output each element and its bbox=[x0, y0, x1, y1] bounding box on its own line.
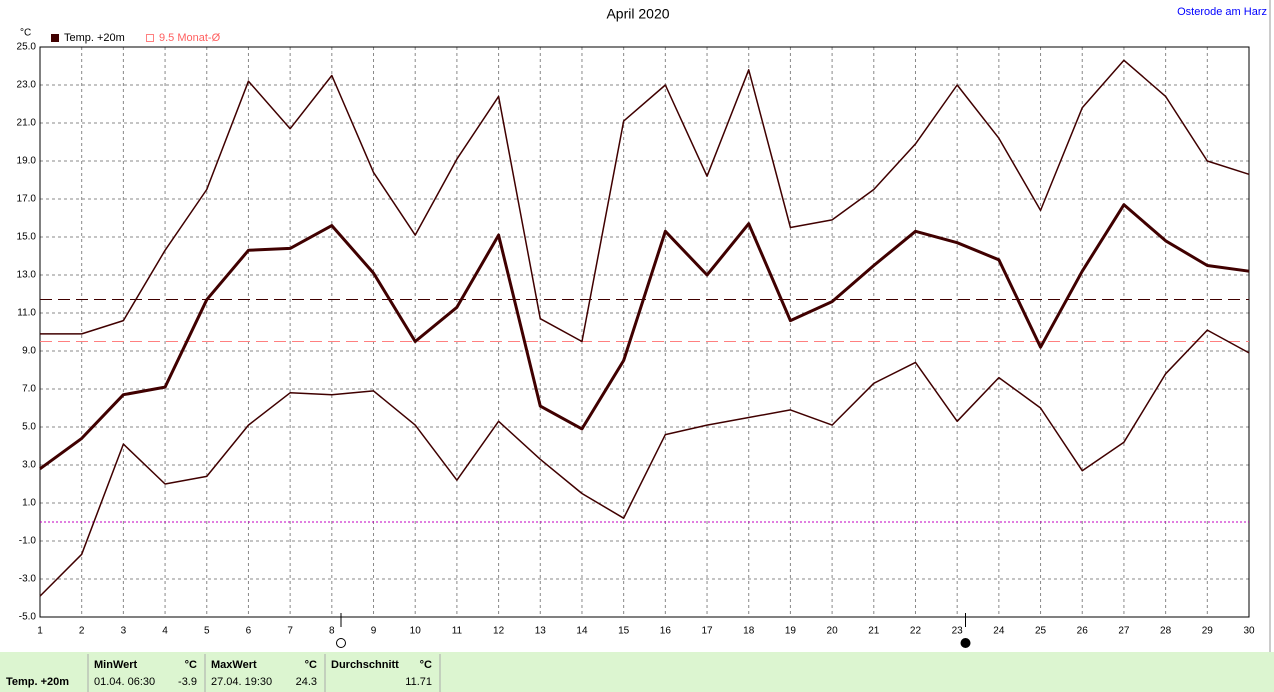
x-tick-label: 29 bbox=[1202, 626, 1214, 637]
y-tick-label: -3.0 bbox=[19, 574, 37, 585]
legend-label: Temp. +20m bbox=[64, 32, 125, 44]
x-tick-label: 14 bbox=[576, 626, 588, 637]
x-tick-label: 20 bbox=[827, 626, 839, 637]
x-tick-label: 23 bbox=[952, 626, 964, 637]
footer-value: -3.9 bbox=[178, 676, 197, 688]
y-tick-label: 13.0 bbox=[17, 270, 37, 281]
y-tick-label: 15.0 bbox=[17, 232, 37, 243]
y-tick-label: 5.0 bbox=[22, 422, 36, 433]
x-tick-label: 9 bbox=[371, 626, 377, 637]
chart-title: April 2020 bbox=[606, 6, 669, 22]
y-tick-label: 25.0 bbox=[17, 42, 37, 53]
x-tick-label: 25 bbox=[1035, 626, 1047, 637]
x-tick-label: 4 bbox=[162, 626, 168, 637]
x-tick-label: 7 bbox=[287, 626, 293, 637]
x-tick-label: 15 bbox=[618, 626, 630, 637]
x-tick-label: 6 bbox=[246, 626, 252, 637]
footer-header: MinWert bbox=[94, 659, 138, 671]
plot-border bbox=[39, 46, 1250, 618]
moon-marker bbox=[335, 638, 346, 648]
footer-value: 11.71 bbox=[405, 676, 432, 688]
footer-unit: °C bbox=[185, 659, 197, 671]
y-tick-label: 21.0 bbox=[17, 118, 37, 129]
y-tick-label: 9.0 bbox=[22, 346, 36, 357]
footer-bg bbox=[0, 652, 1274, 692]
footer-time: 27.04. 19:30 bbox=[211, 676, 272, 688]
x-tick-label: 28 bbox=[1160, 626, 1172, 637]
y-tick-label: 1.0 bbox=[22, 498, 36, 509]
x-tick-label: 8 bbox=[329, 626, 335, 637]
x-tick-label: 27 bbox=[1118, 626, 1130, 637]
x-tick-label: 24 bbox=[993, 626, 1005, 637]
y-tick-label: 7.0 bbox=[22, 384, 36, 395]
y-tick-label: 3.0 bbox=[22, 460, 36, 471]
footer-header: Durchschnitt bbox=[331, 659, 399, 671]
series-line bbox=[40, 59, 1250, 343]
x-tick-label: 26 bbox=[1077, 626, 1089, 637]
x-tick-label: 2 bbox=[79, 626, 85, 637]
location: Osterode am Harz bbox=[1177, 6, 1267, 18]
x-tick-label: 11 bbox=[452, 626, 463, 637]
x-tick-label: 18 bbox=[743, 626, 755, 637]
footer-header: MaxWert bbox=[211, 659, 257, 671]
y-tick-label: -5.0 bbox=[19, 612, 37, 623]
y-tick-label: 17.0 bbox=[17, 194, 37, 205]
legend-swatch bbox=[51, 34, 59, 42]
legend-label: 9.5 Monat-Ø bbox=[159, 32, 221, 44]
x-tick-label: 21 bbox=[868, 626, 880, 637]
x-tick-label: 17 bbox=[701, 626, 713, 637]
x-tick-label: 10 bbox=[410, 626, 422, 637]
x-tick-label: 13 bbox=[535, 626, 547, 637]
y-tick-label: 19.0 bbox=[17, 156, 37, 167]
footer-unit: °C bbox=[305, 659, 317, 671]
x-tick-label: 30 bbox=[1243, 626, 1255, 637]
y-tick-label: 11.0 bbox=[17, 308, 36, 319]
moon-marker bbox=[960, 638, 971, 648]
x-tick-label: 19 bbox=[785, 626, 797, 637]
x-tick-label: 16 bbox=[660, 626, 672, 637]
x-tick-label: 1 bbox=[37, 626, 43, 637]
series-line bbox=[39, 329, 1250, 597]
series-line bbox=[39, 203, 1250, 471]
footer-unit: °C bbox=[420, 659, 432, 671]
footer-value: 24.3 bbox=[296, 676, 317, 688]
plot-area bbox=[39, 46, 1250, 618]
footer-time: 01.04. 06:30 bbox=[94, 676, 155, 688]
x-tick-label: 22 bbox=[910, 626, 922, 637]
x-tick-label: 5 bbox=[204, 626, 210, 637]
x-tick-label: 3 bbox=[121, 626, 127, 637]
x-tick-label: 12 bbox=[493, 626, 505, 637]
legend-swatch bbox=[146, 34, 154, 42]
y-tick-label: -1.0 bbox=[19, 536, 37, 547]
footer-row-label: Temp. +20m bbox=[6, 676, 69, 688]
y-axis-label: °C bbox=[20, 28, 31, 39]
y-tick-label: 23.0 bbox=[17, 80, 37, 91]
